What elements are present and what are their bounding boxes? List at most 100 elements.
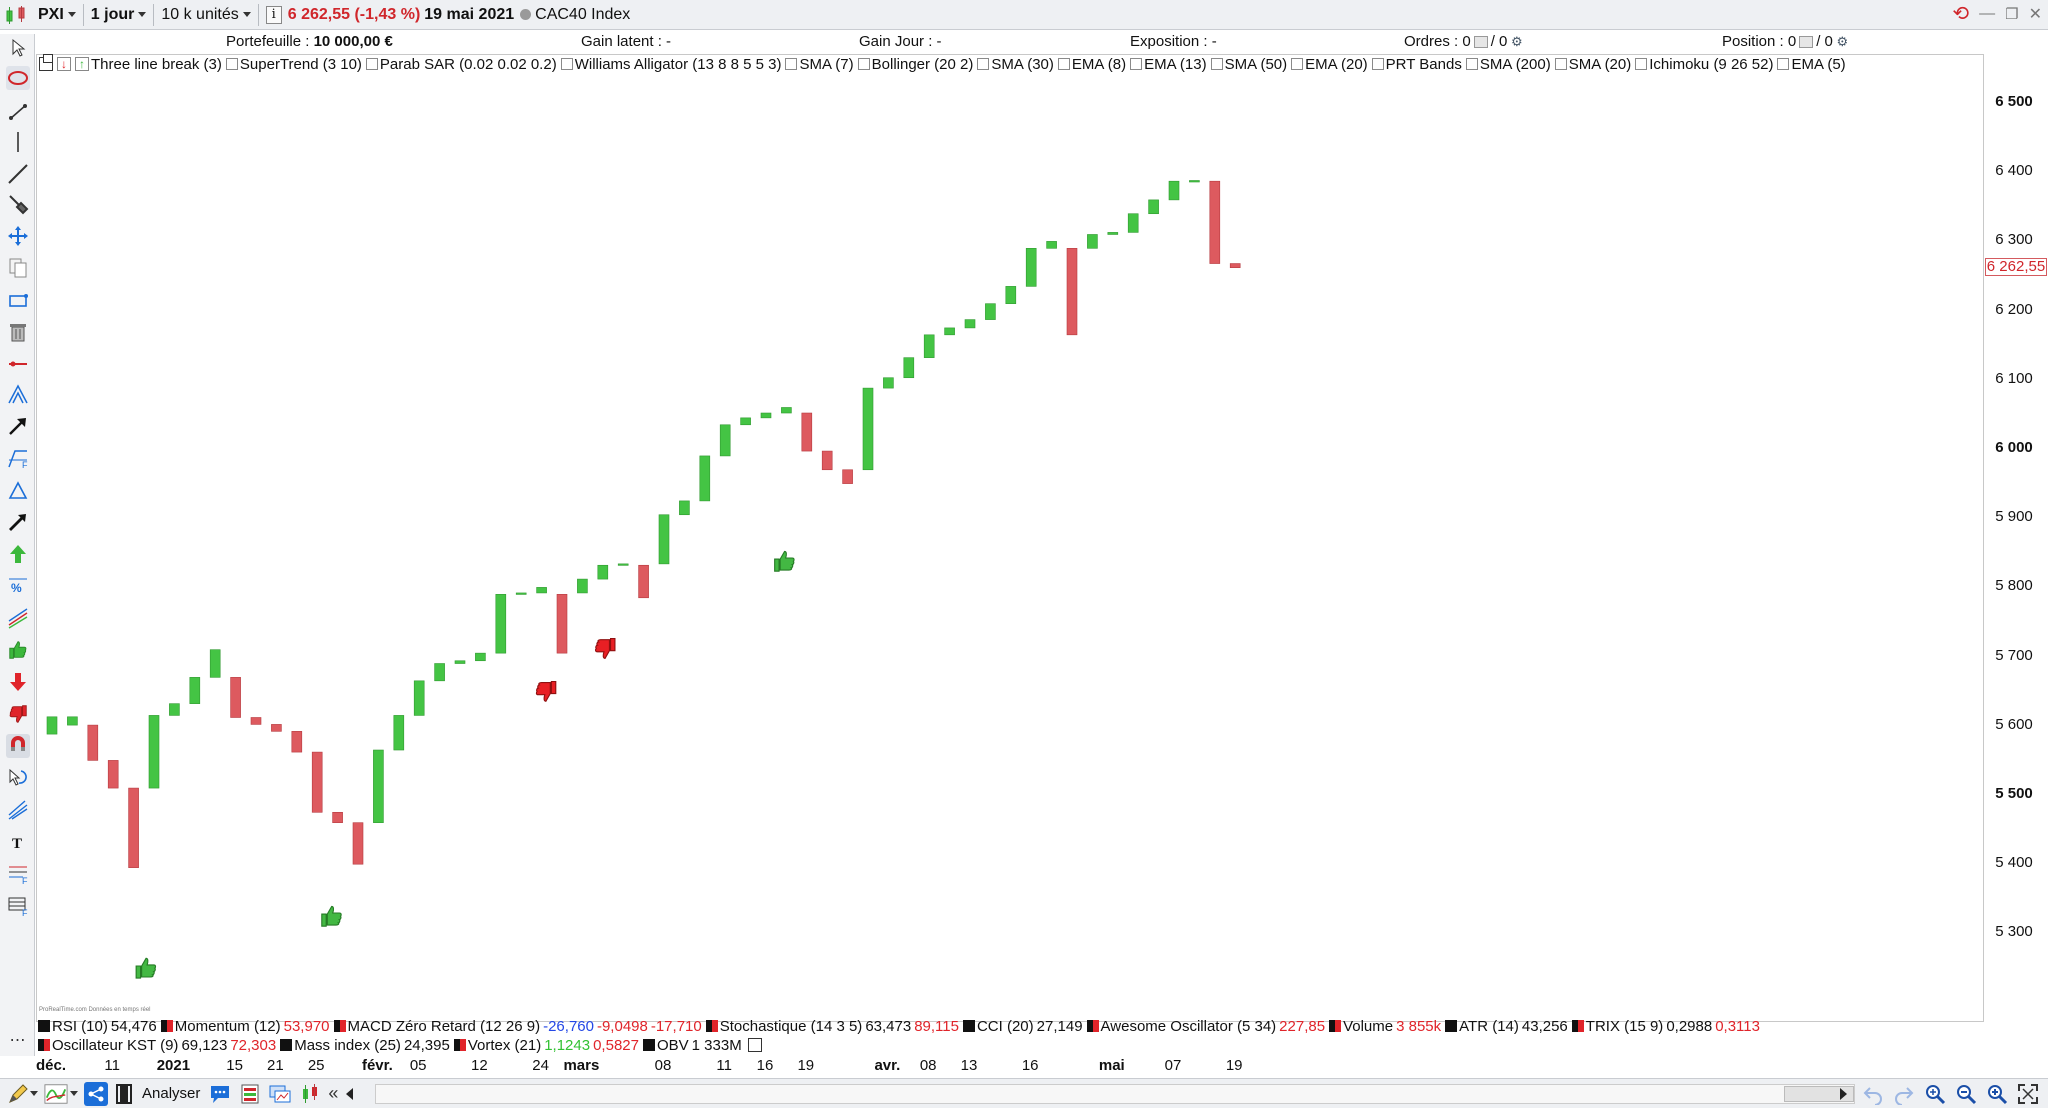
indicator-toggle[interactable]: Parab SAR (0.02 0.02 0.2) xyxy=(362,56,557,73)
indicator-toggle[interactable]: EMA (13) xyxy=(1126,56,1207,73)
scrollbar-thumb[interactable] xyxy=(1784,1086,1854,1102)
orders-settings-icon[interactable]: ⚙ xyxy=(1507,34,1523,49)
oscillator-entry[interactable]: Stochastique (14 3 5) 63,473 89,115 xyxy=(704,1018,959,1035)
cursor-rotate-icon[interactable] xyxy=(6,766,30,790)
orders-book-icon[interactable] xyxy=(238,1082,262,1106)
text-tool-icon[interactable]: T xyxy=(6,830,30,854)
arrow-down-box-icon[interactable]: ↓ xyxy=(57,57,71,71)
thumbs-down-tool-icon[interactable] xyxy=(6,702,30,726)
down-arrow-icon[interactable] xyxy=(6,670,30,694)
redo-icon[interactable] xyxy=(1892,1082,1916,1106)
oscillator-entry[interactable]: Momentum (12) 53,970 xyxy=(159,1018,330,1035)
chevron-down-icon[interactable] xyxy=(30,1091,38,1096)
indicator-toggle[interactable]: Three line break (3) xyxy=(91,56,222,73)
date-axis[interactable]: déc. 11 2021 15 21 25 févr. 05 12 24 mars 08 11 16 19 a… xyxy=(36,1054,1984,1076)
thumbs-up-icon[interactable] xyxy=(774,550,795,572)
restore-icon[interactable]: ❐ xyxy=(2005,6,2019,23)
checkbox-icon[interactable] xyxy=(1777,58,1790,70)
oscillator-entry[interactable]: ATR (14) 43,256 xyxy=(1443,1018,1568,1035)
fibonacci-icon[interactable]: F xyxy=(6,446,30,470)
magnet-icon[interactable] xyxy=(6,734,30,758)
position-close-icon[interactable] xyxy=(1799,36,1814,49)
indicator-toggle[interactable]: EMA (5) xyxy=(1773,56,1846,73)
scroll-right-icon[interactable] xyxy=(1840,1088,1847,1100)
orders-close-icon[interactable] xyxy=(1473,36,1488,49)
bracket-icon[interactable] xyxy=(112,1082,136,1106)
sync-icon[interactable]: ⟲ xyxy=(1952,3,1970,25)
indicator-toggle[interactable]: PRT Bands xyxy=(1368,56,1462,73)
oscillator-entry[interactable]: Volume 3 855k xyxy=(1327,1018,1441,1035)
oscillator-entry[interactable]: RSI (10) 54,476 xyxy=(36,1018,157,1035)
more-tools-icon[interactable]: ⋯ xyxy=(9,1032,27,1049)
thumbs-down-icon[interactable] xyxy=(594,638,616,659)
zoom-fit-icon[interactable] xyxy=(1923,1082,1947,1106)
thumbs-up-icon[interactable] xyxy=(135,957,157,979)
checkbox-icon[interactable] xyxy=(1371,58,1384,70)
checkbox-icon[interactable] xyxy=(365,58,378,70)
checkbox-icon[interactable] xyxy=(1291,58,1304,70)
copy-icon[interactable] xyxy=(6,256,30,280)
horizontal-line-icon[interactable] xyxy=(6,352,30,376)
chart-canvas[interactable] xyxy=(37,55,1984,1022)
pencil-arrow-icon[interactable] xyxy=(6,510,30,534)
share-icon[interactable] xyxy=(84,1081,108,1106)
fibonacci-lines-icon[interactable]: F xyxy=(6,862,30,886)
zoom-out-icon[interactable] xyxy=(1954,1082,1978,1106)
oscillator-entry[interactable]: Awesome Oscillator (5 34) 227,85 xyxy=(1085,1018,1325,1035)
indicator-toggle[interactable]: SMA (7) xyxy=(781,56,854,73)
minimize-icon[interactable]: — xyxy=(1979,5,1996,22)
move-icon[interactable] xyxy=(6,224,30,248)
indicators-icon[interactable] xyxy=(44,1082,68,1106)
indicator-toggle[interactable]: SMA (20) xyxy=(1551,56,1631,73)
segment-tool-icon[interactable] xyxy=(6,100,30,124)
chat-icon[interactable] xyxy=(208,1082,232,1106)
checkbox-icon[interactable] xyxy=(785,58,798,70)
fibonacci-extension-icon[interactable]: F xyxy=(6,894,30,918)
indicator-toggle[interactable]: SuperTrend (3 10) xyxy=(222,56,362,73)
oscillator-entry[interactable]: OBV 1 333M xyxy=(641,1037,742,1054)
up-arrow-icon[interactable] xyxy=(6,542,30,566)
rectangle-tool-icon[interactable] xyxy=(6,288,30,312)
checkbox-icon[interactable] xyxy=(560,58,573,70)
indicator-toggle[interactable]: SMA (30) xyxy=(973,56,1054,73)
thumbs-up-tool-icon[interactable] xyxy=(6,638,30,662)
indicator-toggle[interactable]: SMA (50) xyxy=(1207,56,1287,73)
window-icon[interactable] xyxy=(747,1038,762,1052)
oscillator-entry[interactable]: Vortex (21) 1,1243 0,5827 xyxy=(452,1037,639,1054)
ellipse-tool-icon[interactable] xyxy=(6,66,30,90)
oscillator-entry[interactable]: Oscillateur KST (9) 69,123 72,303 xyxy=(36,1037,276,1054)
oscillator-entry[interactable]: Mass index (25) 24,395 xyxy=(278,1037,450,1054)
checkbox-icon[interactable] xyxy=(1130,58,1143,70)
checkbox-icon[interactable] xyxy=(225,58,238,70)
indicator-toggle[interactable]: Ichimoku (9 26 52) xyxy=(1631,56,1773,73)
percent-tool-icon[interactable]: % xyxy=(6,574,30,598)
oscillator-entry[interactable]: TRIX (15 9) 0,2988 0,3113 xyxy=(1570,1018,1760,1035)
undo-icon[interactable] xyxy=(1861,1082,1885,1106)
tools-icon[interactable] xyxy=(6,192,30,216)
oscillator-entry[interactable]: MACD Zéro Retard (12 26 9) -26,760 -9,0498… xyxy=(332,1018,702,1035)
screens-icon[interactable] xyxy=(268,1082,292,1106)
cursor-icon[interactable] xyxy=(6,36,30,60)
checkbox-icon[interactable] xyxy=(857,58,870,70)
window-icon[interactable] xyxy=(39,54,53,71)
position-settings-icon[interactable]: ⚙ xyxy=(1832,34,1849,49)
price-axis[interactable]: 6 500 6 400 6 300 6 200 6 100 6 000 5 900 5 800… xyxy=(1984,54,2048,1022)
pitchfork-icon[interactable] xyxy=(6,798,30,822)
checkbox-icon[interactable] xyxy=(1465,58,1478,70)
close-icon[interactable]: ✕ xyxy=(2028,6,2042,23)
symbol-selector[interactable]: PXI xyxy=(34,3,80,27)
horizontal-scrollbar[interactable] xyxy=(375,1084,1855,1104)
price-chart[interactable]: ProRealTime.com Données en temps réel xyxy=(36,54,1984,1022)
checkbox-icon[interactable] xyxy=(1635,58,1648,70)
indicator-toggle[interactable]: Bollinger (20 2) xyxy=(854,56,973,73)
scroll-left-icon[interactable] xyxy=(346,1087,354,1100)
collapse-left-icon[interactable]: « xyxy=(328,1083,339,1103)
regression-channel-icon[interactable] xyxy=(6,606,30,630)
arrow-tool-icon[interactable] xyxy=(6,414,30,438)
indicator-toggle[interactable]: EMA (8) xyxy=(1054,56,1126,73)
candles-icon[interactable] xyxy=(0,3,34,27)
indicator-toggle[interactable]: EMA (20) xyxy=(1287,56,1368,73)
trash-icon[interactable] xyxy=(6,320,30,344)
fan-tool-icon[interactable] xyxy=(6,382,30,406)
checkbox-icon[interactable] xyxy=(977,58,990,70)
